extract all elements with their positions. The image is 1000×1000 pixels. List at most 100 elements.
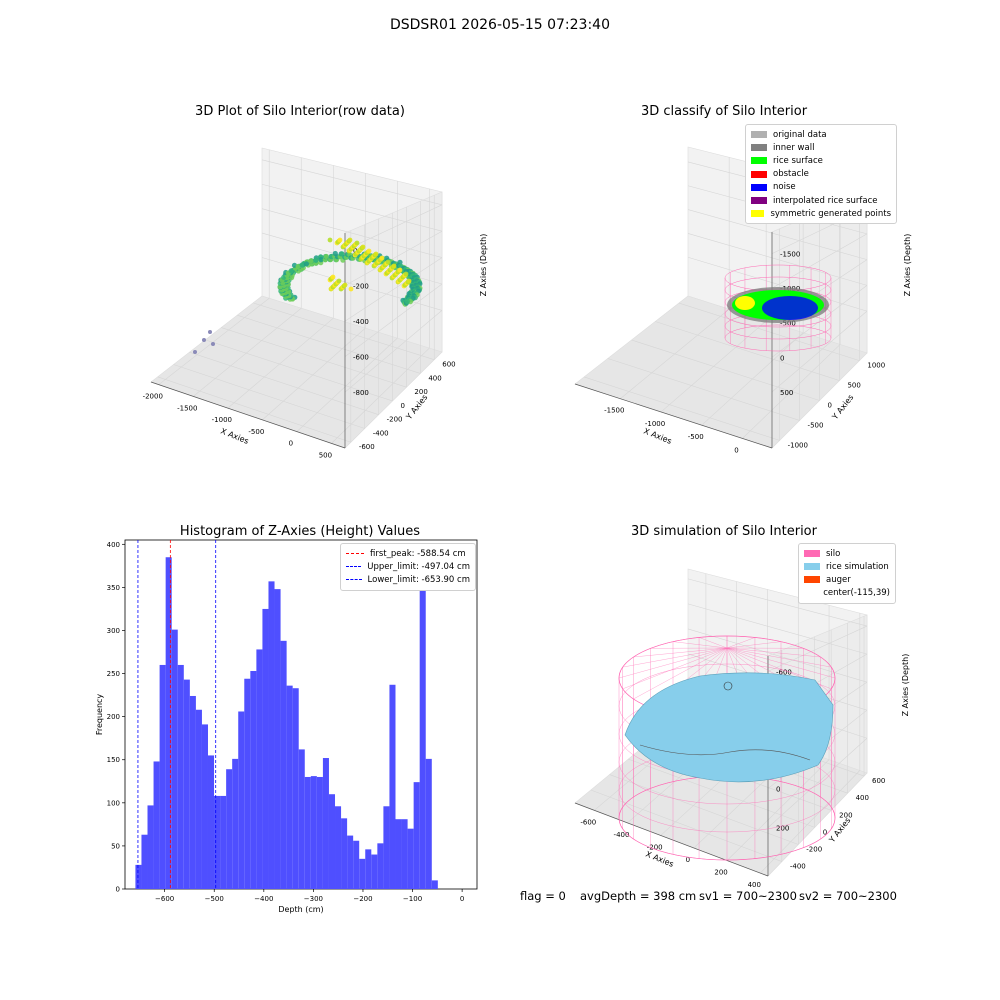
- plot4-silo-roof: [672, 641, 728, 649]
- legend-swatch: [751, 144, 767, 152]
- plot1-outlier: [208, 330, 212, 334]
- plot1-grid: [237, 314, 421, 374]
- plot1-grid: [205, 339, 393, 402]
- plot2-z-tick: 0: [780, 354, 784, 362]
- legend-label: auger: [826, 574, 851, 585]
- histogram-bar: [347, 835, 354, 889]
- plot1-grid: [344, 204, 443, 251]
- plot4-y-tick: 600: [872, 777, 885, 785]
- avg-depth-text: avgDepth = 398 cm: [580, 889, 697, 903]
- plot4-center-marker: [723, 681, 733, 691]
- histogram-bar: [244, 678, 251, 889]
- plot1-grid: [173, 364, 365, 429]
- plot2-y-label: Y Axies: [830, 393, 856, 422]
- histogram-bar: [310, 776, 317, 889]
- histogram-bar: [419, 561, 426, 889]
- plot1-grid: [253, 302, 435, 360]
- plot4-silo-roof: [726, 641, 782, 649]
- plot1-z-tick: -400: [353, 318, 369, 326]
- plot4-x-tick: 400: [748, 881, 761, 889]
- plot4-silo-roof: [633, 647, 728, 700]
- histogram-bar: [135, 864, 142, 889]
- plot1-x-tick: -2000: [143, 393, 163, 401]
- plot4-silo-roof: [726, 637, 756, 649]
- legend-swatch: [751, 210, 765, 218]
- histogram-bar: [341, 818, 348, 889]
- plot4-x-tick: -600: [580, 818, 596, 826]
- histogram-bar: [232, 758, 239, 889]
- plot1-x-tick: -500: [248, 428, 264, 436]
- legend-swatch: [751, 197, 767, 205]
- legend-entry: obstacle: [751, 168, 891, 181]
- histogram-bar: [147, 805, 154, 889]
- plot1-grid: [261, 183, 443, 232]
- plot2-grid: [655, 321, 840, 381]
- plot1-y-tick: 200: [414, 388, 427, 396]
- plot4-silo-roof: [622, 647, 728, 690]
- histogram-x-tick: −300: [304, 895, 323, 903]
- plot4-z-tick: -600: [776, 668, 792, 676]
- plot4-y-label: Y Axies: [827, 816, 853, 845]
- plot2-grid: [687, 209, 868, 260]
- histogram-bar: [401, 819, 408, 889]
- legend-swatch: [346, 566, 362, 568]
- plot1-grid: [158, 298, 270, 385]
- legend-entry: auger: [804, 573, 890, 586]
- plot1-grid: [189, 351, 379, 416]
- histogram-y-tick: 200: [107, 713, 120, 721]
- legend-label: Lower_limit: -653.90 cm: [367, 574, 470, 585]
- plot1-y-tick: -600: [359, 443, 375, 451]
- plot1-outlier: [193, 350, 197, 354]
- histogram-bar: [159, 664, 166, 889]
- histogram-bar: [383, 806, 390, 889]
- plot1-z-tick: -200: [353, 283, 369, 291]
- histogram-y-label: Frequency: [95, 694, 104, 736]
- histogram-bar: [195, 709, 202, 889]
- simulation-legend: silo rice simulation auger center(-115,39): [798, 543, 896, 604]
- plot4-x-axis: [574, 802, 769, 877]
- histogram-bar: [407, 828, 414, 889]
- legend-label: obstacle: [773, 169, 809, 180]
- histogram-y-tick: 100: [107, 799, 120, 807]
- histogram-bar: [395, 819, 402, 889]
- histogram-bar: [353, 840, 360, 889]
- histogram-bar: [189, 695, 196, 889]
- histogram-bar: [214, 795, 221, 889]
- legend-swatch: [804, 590, 817, 597]
- plot2-grid: [583, 376, 780, 441]
- legend-swatch: [751, 131, 767, 139]
- histogram-y-tick: 300: [107, 627, 120, 635]
- histogram-bar: [268, 581, 275, 889]
- histogram-bar: [335, 806, 342, 889]
- plot2-noise: [762, 296, 818, 320]
- plot2-grid: [771, 310, 868, 393]
- histogram-bar: [207, 755, 215, 889]
- plot4-grid: [767, 738, 868, 828]
- plot4-z-label: Z Axies (Depth): [901, 654, 910, 717]
- legend-swatch: [804, 563, 820, 571]
- histogram-y-tick: 400: [107, 541, 120, 549]
- sv2-text: sv2 = 700~2300: [799, 889, 897, 903]
- plot4-rice-surface: [624, 672, 834, 783]
- histogram-bar: [274, 589, 281, 889]
- plot2-x-tick: -1500: [604, 407, 624, 415]
- plot4-silo-roof: [698, 637, 728, 649]
- plot1-z-tick: -600: [353, 354, 369, 362]
- plot1-y-tick: 600: [442, 361, 455, 369]
- histogram-bar: [250, 670, 257, 889]
- histogram-bar: [322, 758, 329, 889]
- legend-entry: noise: [751, 181, 891, 194]
- histogram-bar: [165, 557, 172, 889]
- legend-label: rice surface: [773, 155, 823, 166]
- histogram-x-tick: −100: [403, 895, 422, 903]
- plot4-grid: [760, 770, 861, 874]
- histogram-bar: [292, 688, 299, 889]
- histogram-bar: [153, 761, 160, 889]
- histogram-bar: [371, 854, 378, 889]
- histogram-bar: [286, 685, 293, 889]
- plot1-outlier: [211, 342, 215, 346]
- histogram-bar: [304, 776, 311, 889]
- histogram-y-tick: 50: [111, 842, 120, 850]
- plot1-title: 3D Plot of Silo Interior(row data): [195, 104, 405, 119]
